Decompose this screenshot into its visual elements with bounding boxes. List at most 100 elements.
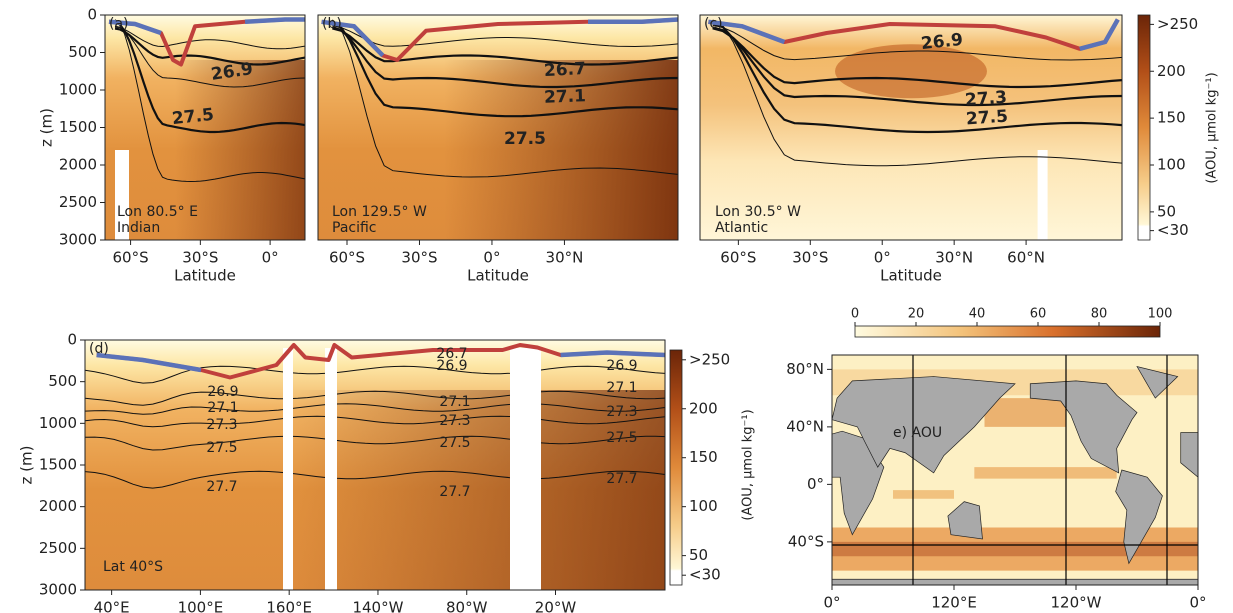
annotation: Atlantic [715,220,768,236]
y-tick-label: 500 [68,43,97,61]
contour-line [85,415,665,428]
contour-label: 27.3 [964,88,1007,111]
x-tick-label: 20°W [535,599,577,613]
contour-label: 27.3 [206,417,237,433]
x-tick-label: 120°E [931,594,977,612]
colorbar-tick-label: 80 [1091,307,1108,322]
y-tick-label: 2000 [59,156,97,174]
mixed-layer-line [1079,18,1120,51]
axes-frame [831,354,1199,586]
contour-line [85,435,665,451]
colorbar-tick-label: 60 [1030,307,1047,322]
land [831,578,1199,586]
x-axis-label: Latitude [880,267,942,285]
mixed-layer-line [560,350,666,358]
colorbar-tick-label: >250 [1157,15,1198,33]
panel-label: (d) [89,341,109,357]
x-tick-label: 0° [1189,594,1206,612]
mixed-layer-line [708,19,786,45]
y-tick-label: 2000 [39,497,77,515]
colorbar-tick-label: 50 [1157,202,1176,220]
mixed-layer-line [108,19,162,36]
x-tick-label: 0° [262,249,279,267]
contour-line [332,26,679,89]
contour-label: 27.5 [439,435,470,451]
y-tick-label: 40°N [786,417,824,435]
axes-frame [699,14,1123,241]
colorbar-tick-label: 150 [689,448,718,466]
contour-label: 27.5 [206,440,237,456]
data-gap [1037,150,1048,240]
x-tick-label: 30°N [546,249,584,267]
contour-line [85,365,665,384]
x-tick-label: 30°N [935,249,973,267]
y-tick-label: 2500 [59,193,97,211]
x-tick-label: 120°W [1051,594,1102,612]
contour-label: 26.9 [920,30,964,54]
contour-line [332,25,679,48]
x-tick-label: 140°W [352,599,403,613]
colorbar-tick-label: 20 [908,307,925,322]
contour-label: 26.9 [207,384,238,400]
y-tick-label: 3000 [39,581,77,599]
colorbar-tick-label: >250 [689,350,730,368]
contour-label: 27.5 [171,105,215,129]
land [831,376,1016,474]
y-tick-label: 0° [807,475,824,493]
y-tick-label: 1000 [39,414,77,432]
x-axis-label: Latitude [174,267,236,285]
x-tick-label: 100°E [178,599,224,613]
mixed-layer-line [96,343,666,380]
panel-label: (a) [109,16,129,32]
contour-label: 26.9 [606,358,637,374]
contour-line [114,21,306,134]
x-tick-label: 80°W [446,599,488,613]
land [1115,469,1163,565]
contour-line [85,403,665,415]
contour-label: 27.3 [606,404,637,420]
y-axis-label: z (m) [18,446,36,485]
contour-label: 26.7 [544,59,587,81]
contour-label: 27.7 [606,471,637,487]
y-tick-label: 0 [67,331,77,349]
colorbar-label: (AOU, μmol kg⁻¹) [1205,72,1220,183]
colorbar-tick-label: 100 [1157,156,1186,174]
colorbar [854,325,1161,338]
x-tick-label: 40°E [94,599,130,613]
contour-label: 27.1 [207,400,238,416]
colorbar-tick-label: 200 [1157,62,1186,80]
y-tick-label: 1000 [59,81,97,99]
land [1029,380,1138,474]
colorbar-tick-label: 100 [1148,307,1173,322]
panel-label: (b) [322,16,342,32]
y-tick-label: 500 [48,372,77,390]
colorbar-tick-label: 40 [969,307,986,322]
contour-line [114,25,306,50]
colorbar-tick-label: 200 [689,399,718,417]
map-title: e) AOU [893,425,942,441]
mixed-layer-line [96,352,202,373]
axes-frame [317,14,679,241]
contour-label: 27.1 [439,394,470,410]
contour-label: 27.3 [439,413,470,429]
colorbar [1137,14,1151,241]
colorbar-tick-label: <30 [1157,221,1189,239]
colorbar [669,349,683,586]
x-tick-label: 0° [874,249,891,267]
mixed-layer-line [321,19,385,58]
data-gap [510,348,541,598]
contour-label: 27.5 [606,430,637,446]
contour-label: 27.1 [606,380,637,396]
colorbar-tick-label: 150 [1157,109,1186,127]
mixed-layer-line [244,17,305,25]
y-tick-label: 3000 [59,231,97,249]
contour-line [331,22,679,118]
panel-label: (c) [704,16,723,32]
field-dark [318,60,678,240]
contour-line [712,26,1123,107]
field-dark [835,44,987,99]
contour-line [712,22,1123,134]
colorbar-tick-label: <30 [689,566,721,584]
land [947,501,983,540]
annotation: Indian [117,220,160,236]
